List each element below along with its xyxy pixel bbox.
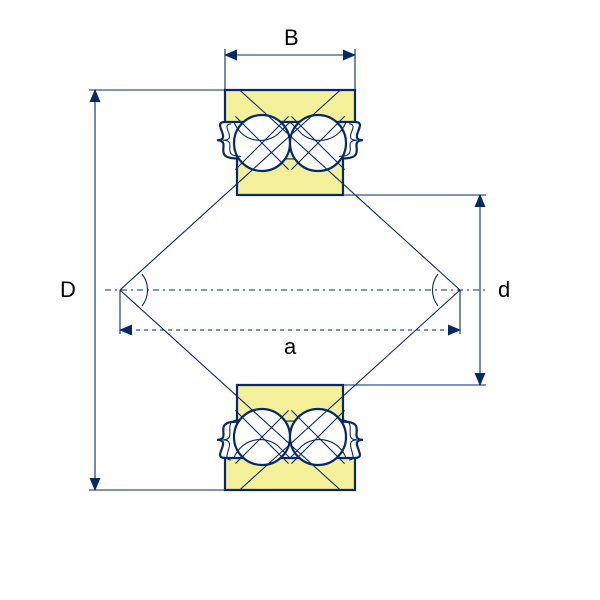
label-B: B <box>284 25 299 50</box>
label-d: d <box>498 277 510 302</box>
label-D: D <box>60 277 76 302</box>
bearing-diagram: Dd Ba <box>0 0 600 600</box>
label-a: a <box>284 334 297 359</box>
